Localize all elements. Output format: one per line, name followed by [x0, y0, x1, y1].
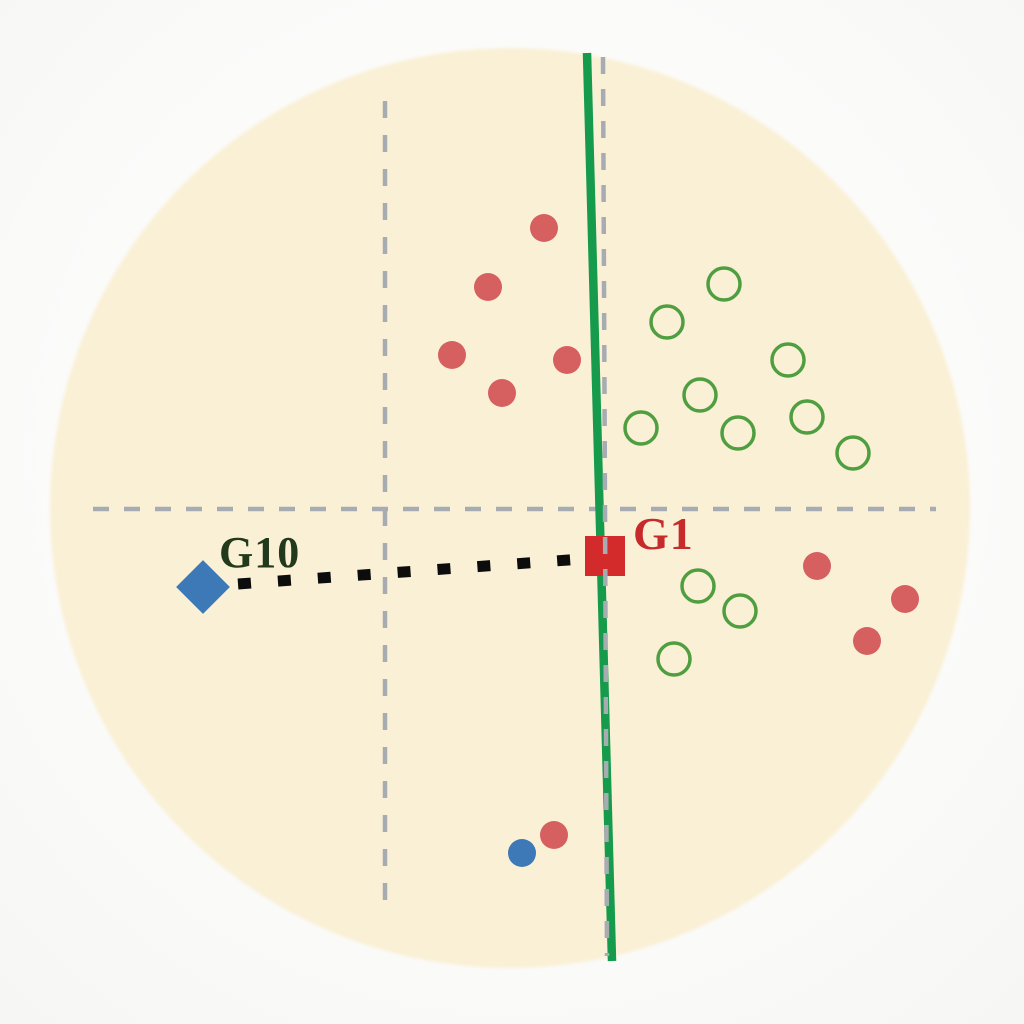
red-filled-samples-point — [488, 379, 516, 407]
g10-to-g1-dotted-line — [237, 553, 583, 590]
red-filled-samples-point — [553, 346, 581, 374]
green-open-samples-point — [680, 568, 716, 604]
generator-g10-label: G10 — [219, 528, 300, 577]
red-filled-samples-point — [803, 552, 831, 580]
labels-layer: G1 G10 — [219, 508, 694, 577]
green-open-samples-point — [649, 304, 685, 340]
green-open-samples-point — [720, 415, 756, 451]
green-open-samples-point — [656, 641, 692, 677]
vertical-dashed-axis-right — [600, 56, 610, 957]
red-filled-samples-point — [540, 821, 568, 849]
red-filled-samples-point — [474, 273, 502, 301]
generator-g1-label: G1 — [633, 508, 694, 559]
blue-filled-samples-point — [508, 839, 536, 867]
green-open-samples-point — [706, 266, 742, 302]
red-filled-samples-point — [438, 341, 466, 369]
red-filled-samples-point — [891, 585, 919, 613]
red-filled-samples-point — [853, 627, 881, 655]
overlay-line-layer — [600, 56, 610, 957]
green-open-samples-point — [789, 399, 825, 435]
green-open-samples-point — [835, 435, 871, 471]
red-filled-samples-point — [530, 214, 558, 242]
sample-points-layer — [438, 214, 919, 867]
trajectory-layer — [237, 553, 583, 590]
green-open-samples-point — [722, 593, 758, 629]
green-open-samples-point — [770, 342, 806, 378]
green-open-samples-point — [682, 377, 718, 413]
green-open-samples-point — [623, 410, 659, 446]
